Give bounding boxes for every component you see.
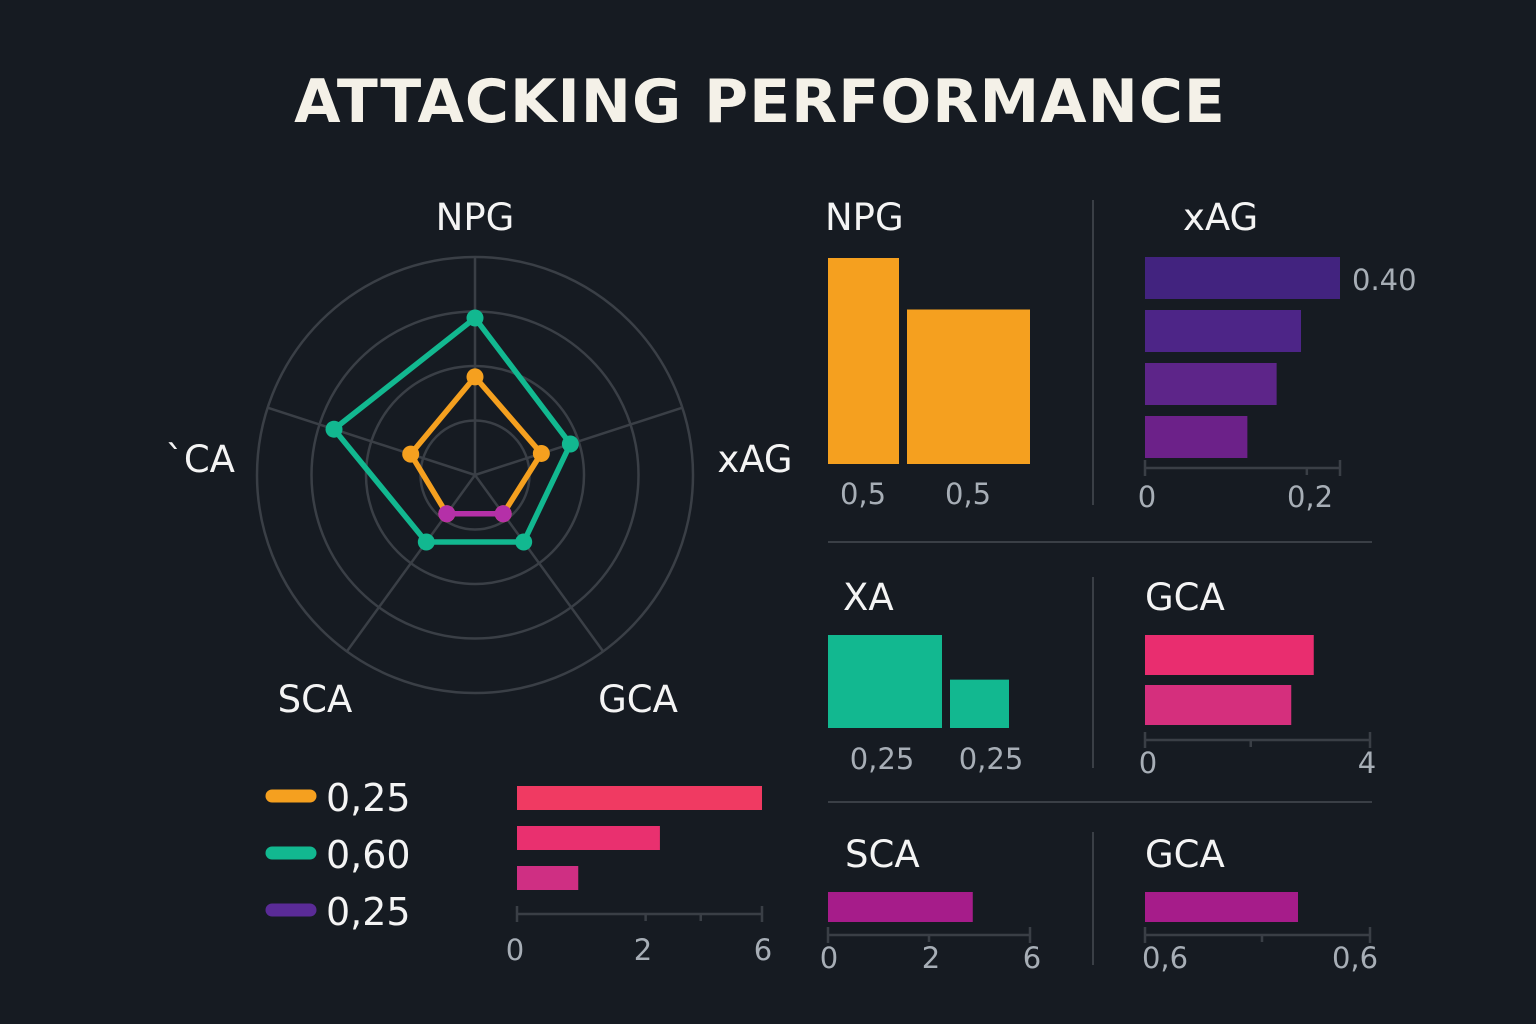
hbar-bottom-tick-label: 6: [754, 933, 772, 967]
legend-label-1: 0,25: [326, 776, 411, 820]
panel-gca-tick-label: 0: [1139, 746, 1157, 780]
hbar-bottom-bar: [517, 866, 579, 890]
panel-gca2-tick-label: 0,6: [1332, 941, 1378, 975]
panel-xa-category-label: 0,25: [850, 742, 915, 776]
gca-panel: GCA 0 4: [1139, 576, 1376, 780]
panel-xa-bar: [828, 635, 942, 728]
panel-gca2-tick-label: 0,6: [1142, 941, 1188, 975]
radar-series-line-1: [331, 315, 574, 545]
panel-npg-category-label: 0,5: [840, 477, 886, 511]
radar-axis-label-npg: NPG: [436, 196, 515, 239]
radar-point-2: [466, 368, 484, 386]
npg-panel-title: NPG: [825, 196, 904, 239]
hbar-bottom-tick-label: 2: [634, 933, 652, 967]
gca-panel-2: GCA 0,6 0,6: [1142, 833, 1378, 975]
panel-xag-bar: [1145, 310, 1301, 352]
panel-gca-bar: [1145, 635, 1314, 675]
radar-point-3: [494, 505, 512, 523]
panel-xag-bar: [1145, 416, 1248, 458]
panel-sca-tick-label: 2: [922, 941, 940, 975]
radar-spoke: [267, 406, 476, 477]
panel-npg-bar: [907, 309, 1030, 464]
page-title: ATTACKING PERFORMANCE: [294, 67, 1226, 137]
xag-panel-title: xAG: [1183, 196, 1258, 239]
sca-panel: SCA 0 2 6: [820, 833, 1041, 975]
radar-point-3: [438, 505, 456, 523]
hbar-bottom-tick-label: 0: [506, 933, 524, 967]
panel-gca-tick-label: 4: [1358, 746, 1376, 780]
panel-gca-bar: [1145, 685, 1292, 725]
panel-xa-category-label: 0,25: [959, 742, 1024, 776]
radar-series: [325, 309, 579, 551]
panel-gca2-bar: [1145, 892, 1298, 922]
panel-xag-bar: [1145, 257, 1340, 299]
radar-axis-label-sca: SCA: [278, 678, 353, 721]
radar-point-1: [325, 420, 343, 438]
radar-axis-label-ca: `CA: [165, 438, 235, 481]
panel-xag-tick-label: 0: [1138, 480, 1156, 514]
radar-point-1: [417, 533, 435, 551]
xag-value-label: 0.40: [1352, 263, 1417, 297]
radar-point-1: [515, 533, 533, 551]
xa-panel-title: XA: [843, 576, 894, 619]
panel-xa-bar: [950, 679, 1009, 728]
xag-panel: xAG 0.40 0 0,2: [1138, 196, 1417, 514]
xa-panel: XA 0,25 0,25: [828, 576, 1023, 776]
radar-point-2: [532, 444, 550, 462]
hbar-bottom-bar: [517, 826, 660, 850]
panel-sca-bar: [828, 892, 973, 922]
gca-panel-title: GCA: [1145, 576, 1225, 619]
radar-chart: NPG xAG GCA SCA `CA: [165, 196, 792, 721]
radar-spoke: [345, 474, 477, 653]
panel-sca-tick-label: 0: [820, 941, 838, 975]
legend-label-2: 0,60: [326, 833, 411, 877]
radar-spoke: [474, 406, 683, 477]
hbar-bottom-bar: [517, 786, 762, 810]
radar-point-2: [402, 445, 420, 463]
panel-npg-bar: [828, 258, 899, 464]
radar-spoke: [473, 474, 605, 653]
radar-axis-label-gca: GCA: [598, 678, 678, 721]
radar-point-1: [466, 309, 484, 327]
legend-label-3: 0,25: [326, 890, 411, 934]
panel-npg-category-label: 0,5: [945, 477, 991, 511]
panel-xag-tick-label: 0,2: [1287, 480, 1333, 514]
gca-panel-2-title: GCA: [1145, 833, 1225, 876]
sca-panel-title: SCA: [845, 833, 920, 876]
panel-sca-tick-label: 6: [1023, 941, 1041, 975]
npg-panel: NPG 0,5 0,5: [825, 196, 1030, 511]
radar-point-1: [561, 435, 579, 453]
legend: 0,25 0,60 0,25: [265, 776, 411, 934]
bottom-bar-chart: 0 2 6: [506, 786, 772, 967]
radar-axis-label-xag: xAG: [717, 438, 792, 481]
panel-xag-bar: [1145, 363, 1277, 405]
radar-grid: [255, 255, 695, 695]
